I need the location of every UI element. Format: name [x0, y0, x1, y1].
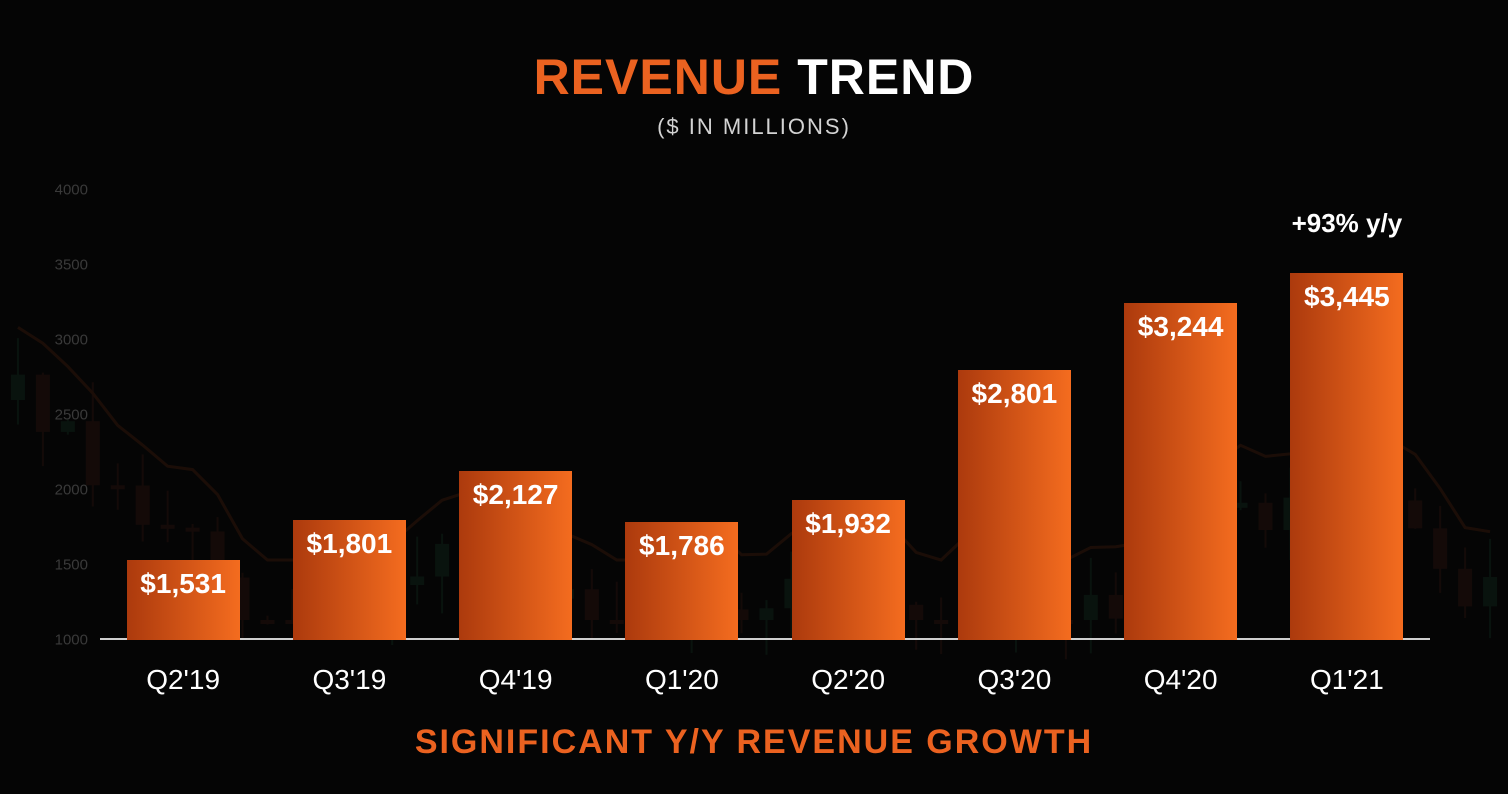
x-tick-label: Q1'20	[599, 664, 765, 696]
bar: $2,801	[958, 370, 1071, 640]
x-tick-label: Q3'19	[266, 664, 432, 696]
title-accent-word: REVENUE	[534, 49, 783, 105]
y-tick: 1000	[28, 632, 88, 649]
bar-annotation: +93% y/y	[1290, 208, 1403, 239]
chart-subtitle: ($ IN MILLIONS)	[0, 114, 1508, 140]
y-tick: 3500	[28, 257, 88, 274]
bar-value-label: $2,127	[459, 479, 572, 511]
bar-value-label: $1,531	[127, 568, 240, 600]
title-rest-word: TREND	[797, 49, 974, 105]
bar-value-label: $1,786	[625, 530, 738, 562]
y-tick: 4000	[28, 182, 88, 199]
bar: $3,244	[1124, 303, 1237, 640]
bar-value-label: $2,801	[958, 378, 1071, 410]
bar-value-label: $1,801	[293, 528, 406, 560]
bar: $1,932	[792, 500, 905, 640]
x-tick-label: Q4'19	[433, 664, 599, 696]
bar: $1,786	[625, 522, 738, 640]
revenue-bar-chart: 1000150020002500300035004000 $1,531$1,80…	[100, 160, 1430, 640]
y-tick: 2500	[28, 407, 88, 424]
chart-title: REVENUE TREND	[0, 48, 1508, 106]
y-tick: 3000	[28, 332, 88, 349]
x-tick-label: Q4'20	[1098, 664, 1264, 696]
x-tick-label: Q3'20	[931, 664, 1097, 696]
footer-caption: SIGNIFICANT Y/Y REVENUE GROWTH	[0, 723, 1508, 762]
bar-value-label: $3,244	[1124, 311, 1237, 343]
x-tick-label: Q2'20	[765, 664, 931, 696]
bar-value-label: $1,932	[792, 508, 905, 540]
y-tick: 2000	[28, 482, 88, 499]
bar-value-label: $3,445	[1290, 281, 1403, 313]
bar: $3,445	[1290, 273, 1403, 640]
bar: $2,127	[459, 471, 572, 640]
x-tick-label: Q2'19	[100, 664, 266, 696]
plot-area: 1000150020002500300035004000 $1,531$1,80…	[100, 160, 1430, 640]
y-tick: 1500	[28, 557, 88, 574]
x-tick-label: Q1'21	[1264, 664, 1430, 696]
bar: $1,531	[127, 560, 240, 640]
y-axis: 1000150020002500300035004000	[28, 160, 88, 640]
title-block: REVENUE TREND ($ IN MILLIONS)	[0, 48, 1508, 140]
bar: $1,801	[293, 520, 406, 640]
